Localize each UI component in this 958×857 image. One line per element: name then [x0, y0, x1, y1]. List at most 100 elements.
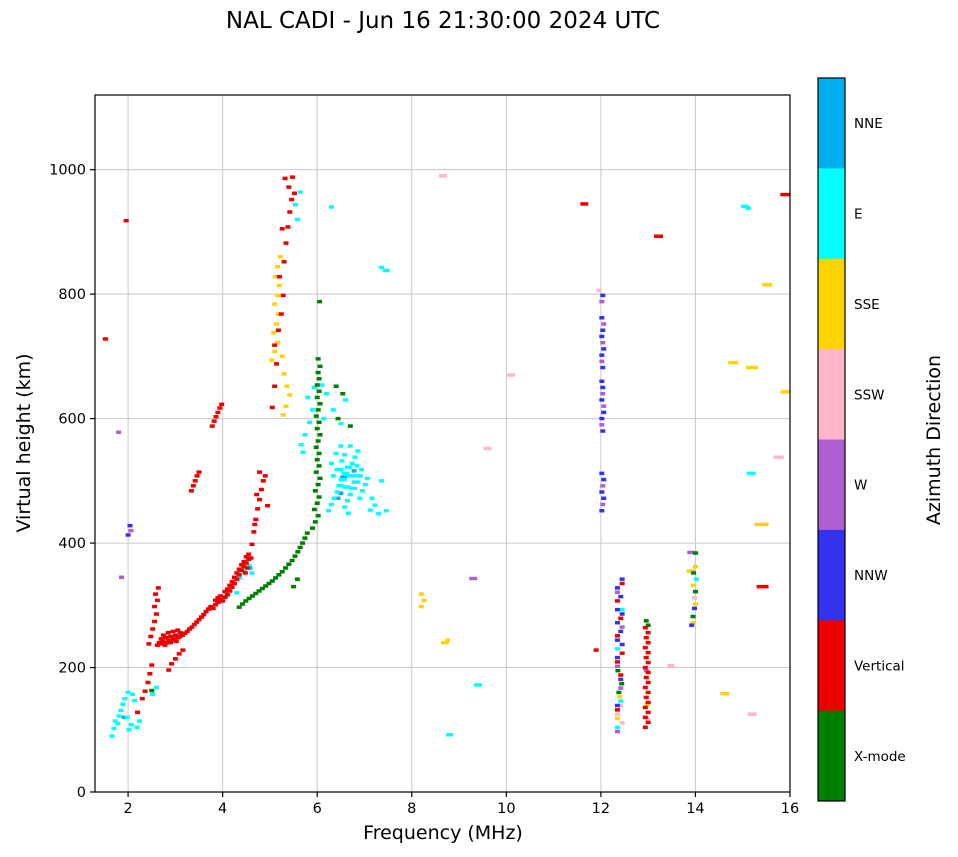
data-point	[333, 384, 339, 388]
data-point	[275, 328, 281, 332]
data-point	[686, 569, 695, 573]
data-point	[128, 723, 134, 727]
data-point	[645, 680, 651, 685]
data-point	[248, 556, 254, 560]
data-point	[222, 595, 228, 599]
data-point	[278, 312, 284, 316]
data-point	[125, 533, 131, 537]
data-point	[213, 414, 219, 419]
data-point	[317, 401, 323, 406]
data-point	[292, 191, 298, 196]
data-point	[367, 508, 373, 512]
data-point	[418, 604, 424, 609]
data-point	[269, 405, 275, 410]
data-point	[354, 474, 363, 478]
data-point	[643, 668, 649, 673]
data-point	[135, 710, 141, 715]
data-point	[780, 390, 790, 394]
data-point	[276, 274, 282, 279]
data-point	[145, 680, 151, 685]
data-point	[281, 372, 287, 376]
data-point	[277, 255, 283, 259]
data-point	[599, 471, 605, 476]
data-point	[236, 567, 242, 571]
series-SSE	[269, 255, 790, 721]
data-point	[483, 446, 492, 451]
x-axis-label: Frequency (MHz)	[363, 822, 523, 844]
data-point	[599, 334, 605, 339]
data-point	[614, 599, 620, 603]
data-point	[614, 712, 620, 716]
data-point	[292, 202, 298, 207]
data-point	[276, 283, 282, 288]
data-point	[280, 293, 286, 298]
data-point	[654, 234, 664, 239]
data-point	[369, 496, 375, 501]
data-point	[300, 450, 306, 454]
data-point	[285, 225, 291, 229]
data-point	[234, 577, 240, 581]
data-point	[274, 322, 280, 326]
data-point	[315, 482, 321, 487]
data-point	[342, 452, 348, 457]
data-point	[754, 522, 769, 527]
colorbar-segment-NNW	[818, 529, 845, 621]
data-point	[330, 474, 336, 478]
data-point	[286, 185, 292, 189]
y-tick-label: 800	[58, 287, 86, 303]
data-point	[316, 420, 322, 425]
data-point	[249, 594, 255, 598]
data-point	[746, 365, 759, 370]
data-point	[289, 197, 295, 202]
data-point	[234, 591, 240, 595]
data-point	[147, 672, 153, 676]
plot-border	[94, 94, 791, 793]
data-point	[614, 586, 620, 590]
series-Vertical	[102, 175, 791, 730]
data-point	[352, 455, 358, 459]
data-point	[351, 469, 357, 473]
data-point	[292, 554, 298, 558]
data-point	[129, 692, 135, 697]
data-point	[224, 587, 230, 591]
chart-title: NAL CADI - Jun 16 21:30:00 2024 UTC	[225, 8, 661, 34]
data-point	[600, 293, 606, 298]
data-point	[741, 204, 750, 209]
data-point	[338, 444, 344, 448]
data-point	[645, 720, 651, 725]
data-point	[333, 451, 339, 456]
data-point	[154, 598, 160, 603]
data-point	[191, 622, 197, 627]
data-point	[198, 615, 204, 619]
data-point	[149, 688, 155, 693]
data-point	[312, 489, 318, 493]
data-point	[313, 414, 319, 418]
data-point	[599, 423, 605, 427]
data-point	[645, 710, 651, 715]
data-point	[338, 421, 344, 426]
data-point	[600, 385, 606, 390]
data-point	[317, 433, 323, 437]
data-point	[315, 370, 321, 375]
data-point	[600, 365, 606, 370]
data-point	[213, 598, 219, 603]
data-point	[274, 265, 280, 269]
x-tick-label: 6	[313, 801, 322, 817]
data-point	[220, 599, 226, 603]
data-point	[645, 690, 651, 695]
data-point	[150, 692, 156, 697]
data-point	[347, 424, 353, 428]
data-point	[615, 668, 621, 673]
data-point	[111, 726, 117, 731]
data-point	[341, 471, 350, 476]
data-point	[257, 497, 263, 502]
data-point	[600, 484, 606, 488]
data-point	[120, 702, 126, 707]
data-point	[601, 410, 607, 415]
data-point	[271, 330, 277, 335]
data-point	[154, 643, 160, 647]
colorbar-segment-NNE	[818, 78, 845, 169]
data-point	[762, 283, 773, 287]
data-point	[319, 383, 325, 387]
